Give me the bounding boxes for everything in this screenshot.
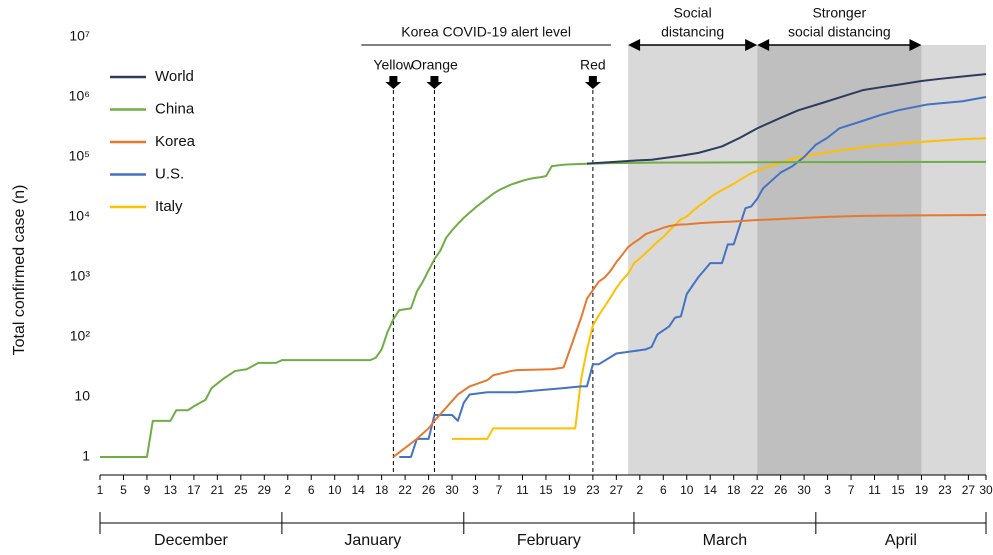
month-label: December [154,532,228,549]
x-tick-label: 19 [915,483,929,497]
x-tick-label: 14 [704,483,718,497]
y-axis-title: Total confirmed case (n) [11,185,28,356]
y-tick-label: 10 [74,388,90,404]
x-tick-label: 10 [680,483,694,497]
x-tick-label: 23 [586,483,600,497]
phase-label: distancing [661,24,724,40]
x-tick-label: 5 [120,483,127,497]
x-tick-label: 29 [258,483,272,497]
x-tick-label: 27 [610,483,624,497]
month-label: January [344,532,401,549]
x-tick-label: 30 [979,483,993,497]
x-tick-label: 2 [284,483,291,497]
x-tick-label: 10 [328,483,342,497]
x-tick-label: 7 [848,483,855,497]
y-tick-label: 10³ [70,268,91,284]
x-tick-label: 27 [962,483,976,497]
x-tick-label: 30 [797,483,811,497]
x-tick-label: 22 [750,483,764,497]
x-tick-label: 18 [727,483,741,497]
arrow-head [628,39,641,51]
x-tick-label: 17 [187,483,201,497]
alert-arrow [426,76,443,89]
x-tick-label: 2 [636,483,643,497]
arrow-head [745,39,758,51]
y-tick-label: 10⁶ [69,88,90,104]
phase-shade [921,45,986,475]
phase-shade [628,45,758,475]
x-tick-label: 21 [211,483,225,497]
x-tick-label: 3 [472,483,479,497]
legend-label: U.S. [155,165,184,182]
x-tick-label: 18 [375,483,389,497]
phase-shade [757,45,922,475]
alert-label: Red [580,57,606,73]
y-tick-label: 10⁴ [68,208,90,224]
x-tick-label: 11 [516,483,529,497]
month-label: March [703,532,747,549]
x-tick-label: 19 [563,483,577,497]
arrow-head [757,39,770,51]
x-tick-label: 9 [144,483,151,497]
alert-label: Yellow [373,57,414,73]
month-label: February [517,532,581,549]
series-line [100,160,987,458]
x-tick-label: 25 [234,483,248,497]
x-tick-label: 7 [496,483,503,497]
alert-arrow [385,76,402,89]
y-tick-label: 10² [70,328,91,344]
phase-label: Social [674,5,712,21]
x-tick-label: 1 [97,483,104,497]
x-tick-label: 23 [938,483,952,497]
x-tick-label: 6 [660,483,667,497]
x-tick-label: 22 [398,483,412,497]
series-line [586,73,987,165]
phase-label: Stronger [812,5,866,21]
x-tick-label: 26 [422,483,436,497]
x-tick-label: 13 [164,483,178,497]
x-tick-label: 11 [868,483,881,497]
month-label: April [885,532,917,549]
arrow-head [909,39,922,51]
alert-label: Orange [411,57,458,73]
legend-label: Italy [155,198,183,215]
y-tick-label: 1 [82,448,90,464]
x-tick-label: 26 [774,483,788,497]
series-line [399,96,987,458]
series-line [392,214,987,458]
legend-label: China [155,100,195,117]
phase-label: social distancing [788,24,891,40]
alert-title: Korea COVID-19 alert level [401,24,571,40]
legend-label: Korea [155,133,196,150]
x-tick-label: 3 [824,483,831,497]
x-tick-label: 6 [308,483,315,497]
alert-arrow [584,76,601,89]
x-tick-label: 30 [445,483,459,497]
series-line [452,137,987,440]
x-tick-label: 15 [539,483,553,497]
y-tick-label: 10⁷ [69,28,90,44]
y-tick-label: 10⁵ [69,148,90,164]
x-tick-label: 14 [351,483,365,497]
x-tick-label: 15 [891,483,905,497]
legend-label: World [155,68,194,85]
